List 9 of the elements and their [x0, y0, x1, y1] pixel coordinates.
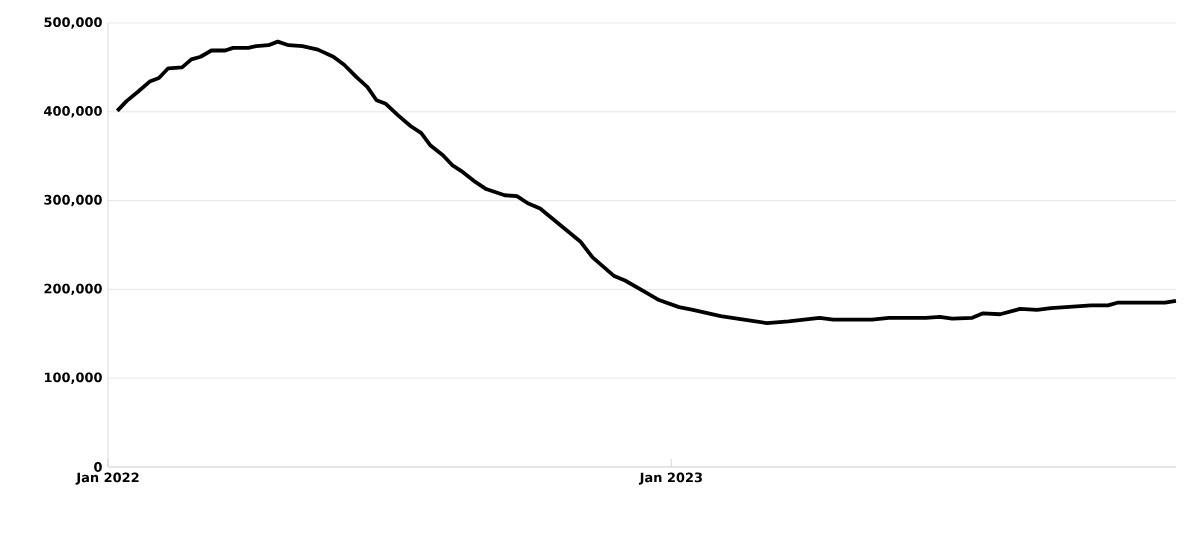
- line-series: [115, 39, 1178, 326]
- y-tick-label: 100,000: [44, 372, 102, 384]
- x-tick-label: Jan 2023: [638, 472, 702, 485]
- y-tick-label: 200,000: [44, 283, 102, 296]
- y-tick-label: 400,000: [44, 106, 102, 118]
- y-tick-label: 300,000: [44, 194, 102, 207]
- y-tick-label: 0: [94, 462, 102, 472]
- y-tick-label: 500,000: [44, 17, 102, 29]
- x-tick-label: Jan 2022: [75, 472, 139, 485]
